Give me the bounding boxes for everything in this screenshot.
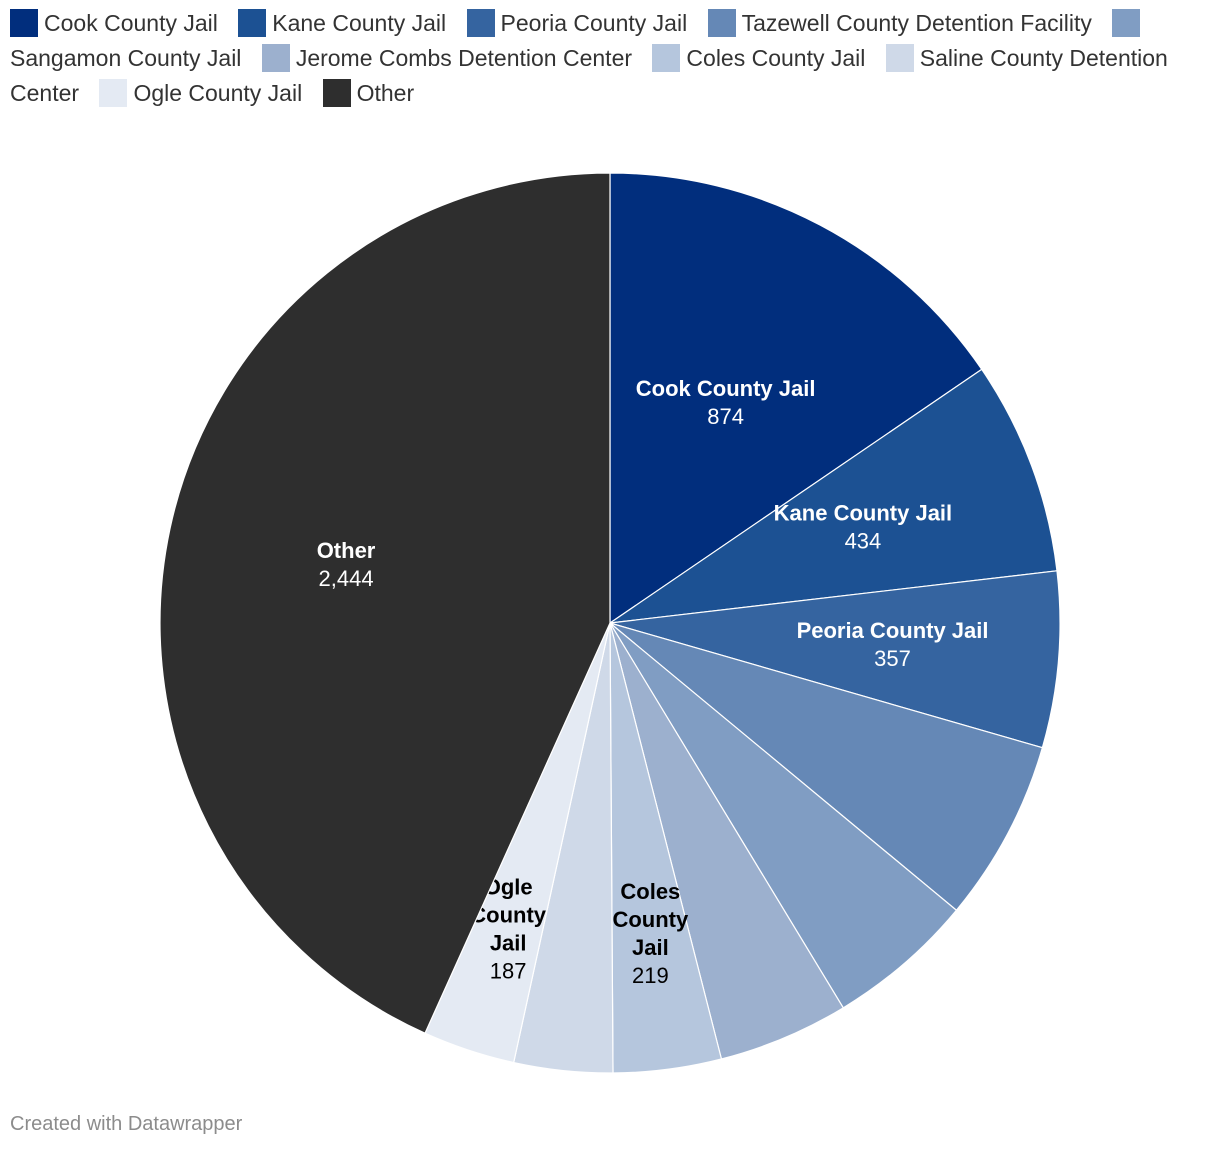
- slice-label: County: [470, 902, 547, 927]
- legend-label: Jerome Combs Detention Center: [295, 45, 633, 71]
- slice-label: Peoria County Jail: [797, 618, 989, 643]
- slice-label: Coles: [620, 879, 680, 904]
- legend-item: Kane County Jail: [238, 9, 447, 37]
- legend-swatch: [707, 9, 736, 37]
- slice-value: 874: [707, 404, 744, 429]
- pie-slice: [609, 172, 983, 625]
- legend-item: Cook County Jail: [10, 9, 218, 37]
- legend-swatch: [99, 79, 128, 107]
- pie-slice: [159, 172, 611, 1035]
- slice-value: 219: [632, 963, 669, 988]
- legend-label: Saline County Detention Center: [10, 45, 1168, 106]
- slice-value: 2,444: [319, 566, 374, 591]
- legend-swatch: [238, 9, 267, 37]
- slice-label: Cook County Jail: [636, 376, 816, 401]
- legend-swatch: [261, 44, 290, 72]
- legend-item: Jerome Combs Detention Center: [261, 44, 633, 72]
- slice-value: 357: [874, 646, 911, 671]
- slice-label: Kane County Jail: [774, 500, 952, 525]
- legend-label: Other: [356, 80, 415, 106]
- legend-label: Tazewell County Detention Facility: [741, 10, 1092, 36]
- slice-label: Other: [317, 538, 376, 563]
- legend-item: Ogle County Jail: [99, 79, 303, 107]
- legend-swatch: [466, 9, 495, 37]
- legend-label: Sangamon County Jail: [10, 45, 242, 71]
- legend-label: Peoria County Jail: [500, 10, 688, 36]
- legend-item: Tazewell County Detention Facility: [707, 9, 1092, 37]
- legend-item: Peoria County Jail: [466, 9, 688, 37]
- legend-swatch: [885, 44, 914, 72]
- legend-item: Saline County Detention Center: [10, 44, 1168, 106]
- pie-slice: [609, 368, 1058, 624]
- legend-item: Sangamon County Jail: [10, 9, 1146, 71]
- legend-label: Ogle County Jail: [133, 80, 303, 106]
- pie-slice: [609, 622, 1044, 912]
- slice-label: County: [612, 907, 689, 932]
- legend-label: Kane County Jail: [272, 10, 447, 36]
- legend-swatch: [1112, 9, 1141, 37]
- legend: Cook County Jail Kane County Jail Peoria…: [10, 6, 1200, 111]
- legend-label: Cook County Jail: [44, 10, 218, 36]
- slice-label: Jail: [632, 935, 669, 960]
- legend-item: Other: [322, 79, 415, 107]
- slice-value: 434: [845, 528, 882, 553]
- slice-label: Jail: [490, 930, 527, 955]
- slice-value: 187: [490, 958, 527, 983]
- legend-swatch: [322, 79, 351, 107]
- credit-text: Created with Datawrapper: [10, 1113, 243, 1135]
- pie-slice: [609, 570, 1061, 749]
- pie-slice: [609, 622, 958, 1009]
- legend-item: Coles County Jail: [652, 44, 866, 72]
- legend-swatch: [10, 9, 38, 37]
- legend-label: Coles County Jail: [686, 45, 866, 71]
- legend-swatch: [652, 44, 681, 72]
